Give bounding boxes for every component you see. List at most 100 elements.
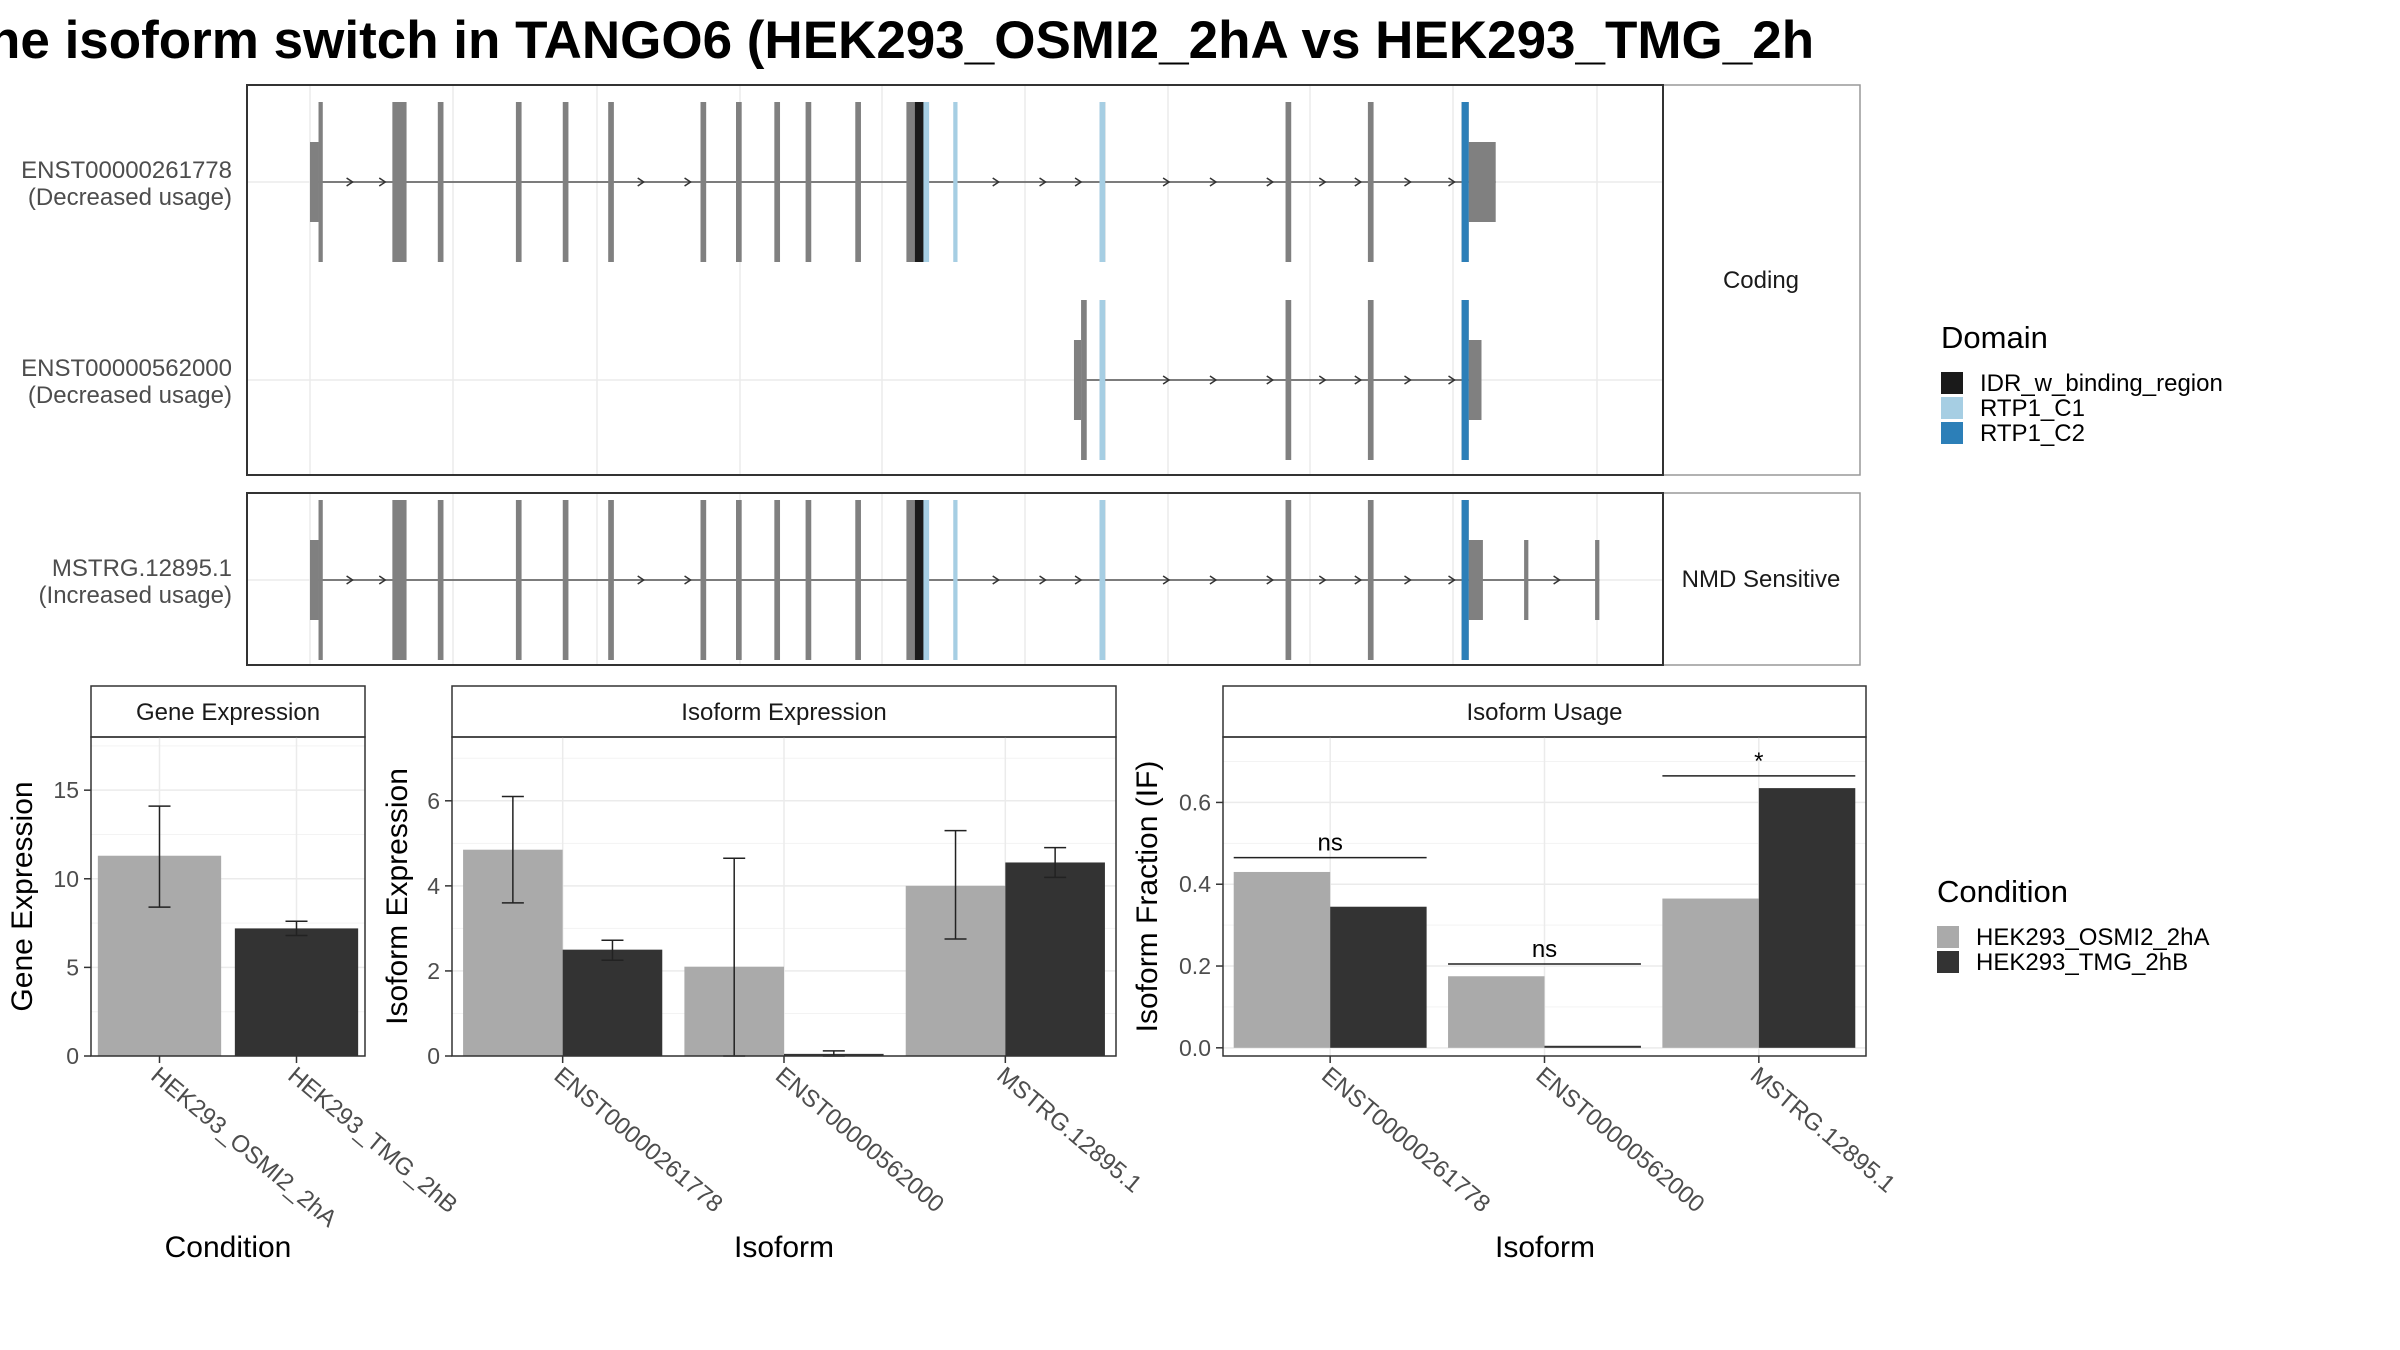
exon (562, 102, 569, 262)
transcript-id-label: MSTRG.12895.1 (52, 555, 232, 582)
transcript-id-label: ENST00000261778 (21, 157, 232, 184)
exon (1468, 540, 1483, 620)
exon (1468, 340, 1482, 420)
exon (1468, 142, 1496, 222)
exon (515, 500, 522, 660)
exon (736, 500, 742, 660)
strip-background (1662, 84, 1861, 476)
legend-item-label: HEK293_TMG_2hB (1976, 949, 2188, 976)
exon (608, 500, 614, 660)
exon (392, 500, 407, 660)
direction-arrow (1404, 575, 1412, 585)
direction-arrow (992, 177, 1001, 187)
x-tick-label: ENST00000261778 (1316, 1062, 1495, 1218)
x-axis-label: Isoform (1495, 1231, 1595, 1264)
direction-arrow (637, 575, 646, 585)
direction-arrow (1162, 375, 1171, 385)
domain-rtp1-c1 (953, 500, 958, 660)
exon (1073, 340, 1082, 420)
exon (318, 500, 323, 660)
x-tick-label: ENST00000562000 (1531, 1062, 1710, 1218)
exon (318, 102, 323, 262)
direction-arrow (1074, 575, 1083, 585)
bar-HEK293_OSMI2_2hA (1233, 871, 1331, 1048)
chart-title: Isoform Expression (681, 699, 886, 726)
direction-arrow (1404, 375, 1412, 385)
chart-strip (1222, 685, 1867, 738)
transcript-ENST00000261778: ENST00000261778(Decreased usage) (21, 102, 1496, 262)
x-tick-label: MSTRG.12895.1 (1745, 1062, 1900, 1198)
chart-strip (451, 685, 1117, 738)
exon (1285, 500, 1292, 660)
legend-key (1941, 372, 1963, 394)
chart-panel-border (90, 736, 366, 1057)
direction-arrow (1318, 177, 1327, 187)
exon (736, 102, 742, 262)
bar-HEK293_TMG_2hB (1544, 1045, 1641, 1048)
y-tick-label: 0.0 (1179, 1035, 1211, 1061)
panel-border (246, 84, 1664, 476)
direction-arrow (1354, 177, 1363, 187)
bar-HEK293_TMG_2hB (234, 928, 359, 1056)
direction-arrow (1162, 177, 1171, 187)
direction-arrow (637, 177, 646, 187)
domain-rtp1-c1 (923, 102, 930, 262)
direction-arrow (1209, 375, 1218, 385)
y-tick-label: 4 (427, 873, 440, 899)
transcript-usage-label: (Increased usage) (39, 582, 232, 609)
direction-arrow (1266, 575, 1275, 585)
exon (805, 500, 812, 660)
transcript-usage-label: (Decreased usage) (28, 184, 232, 211)
exon (310, 540, 319, 620)
y-tick-label: 10 (53, 866, 79, 892)
direction-arrow (1074, 177, 1083, 187)
exon (1285, 102, 1292, 262)
direction-arrow (684, 575, 692, 585)
y-tick-label: 15 (53, 777, 79, 803)
exon (1367, 102, 1374, 262)
x-tick-label: ENST00000261778 (549, 1062, 728, 1218)
direction-arrow (1266, 375, 1275, 385)
transcript-id-label: ENST00000562000 (21, 355, 232, 382)
chart-isoform-expression: Isoform Expression 0 2 4 6 ENST00000261778 ENS… (381, 685, 1147, 1264)
domain-rtp1-c1 (953, 102, 958, 262)
legend-key (1937, 951, 1959, 973)
chart-title: Gene Expression (136, 699, 320, 726)
exon (1595, 540, 1600, 620)
direction-arrow (346, 575, 354, 585)
domain-idr-w-binding-region (914, 500, 924, 660)
exon (392, 102, 407, 262)
exon (1367, 500, 1374, 660)
legend-item-label: RTP1_C2 (1980, 420, 2085, 447)
domain-rtp1-c1 (1099, 500, 1106, 660)
exon (774, 500, 781, 660)
domain-rtp1-c1 (1099, 300, 1106, 460)
exon (310, 142, 319, 222)
expression-bar-charts: Gene Expression051015HEK293_OSMI2_2hAHEK… (6, 685, 1900, 1264)
chart-title: Isoform Usage (1466, 699, 1622, 726)
legend-title: Domain (1941, 320, 2048, 355)
legend-item-label: RTP1_C1 (1980, 395, 2085, 422)
bar-HEK293_OSMI2_2hA (1662, 898, 1759, 1048)
bar-HEK293_OSMI2_2hA (1448, 976, 1545, 1048)
domain-rtp1-c1 (1099, 102, 1106, 262)
direction-arrow (1448, 177, 1456, 187)
transcript-usage-label: (Decreased usage) (28, 382, 232, 409)
legend-key (1937, 926, 1959, 948)
direction-arrow (1039, 575, 1047, 585)
y-tick-label: 5 (66, 954, 79, 980)
direction-arrow (1318, 575, 1327, 585)
direction-arrow (1354, 575, 1363, 585)
direction-arrow (1266, 177, 1275, 187)
direction-arrow (378, 177, 387, 187)
x-axis-label: Condition (165, 1231, 292, 1264)
x-axis-label: Isoform (734, 1231, 834, 1264)
direction-arrow (1448, 575, 1456, 585)
exon (700, 500, 707, 660)
exon (1367, 300, 1374, 460)
direction-arrow (1354, 375, 1363, 385)
transcript-ENST00000562000: ENST00000562000(Decreased usage) (21, 300, 1482, 460)
y-tick-label: 2 (427, 958, 440, 984)
